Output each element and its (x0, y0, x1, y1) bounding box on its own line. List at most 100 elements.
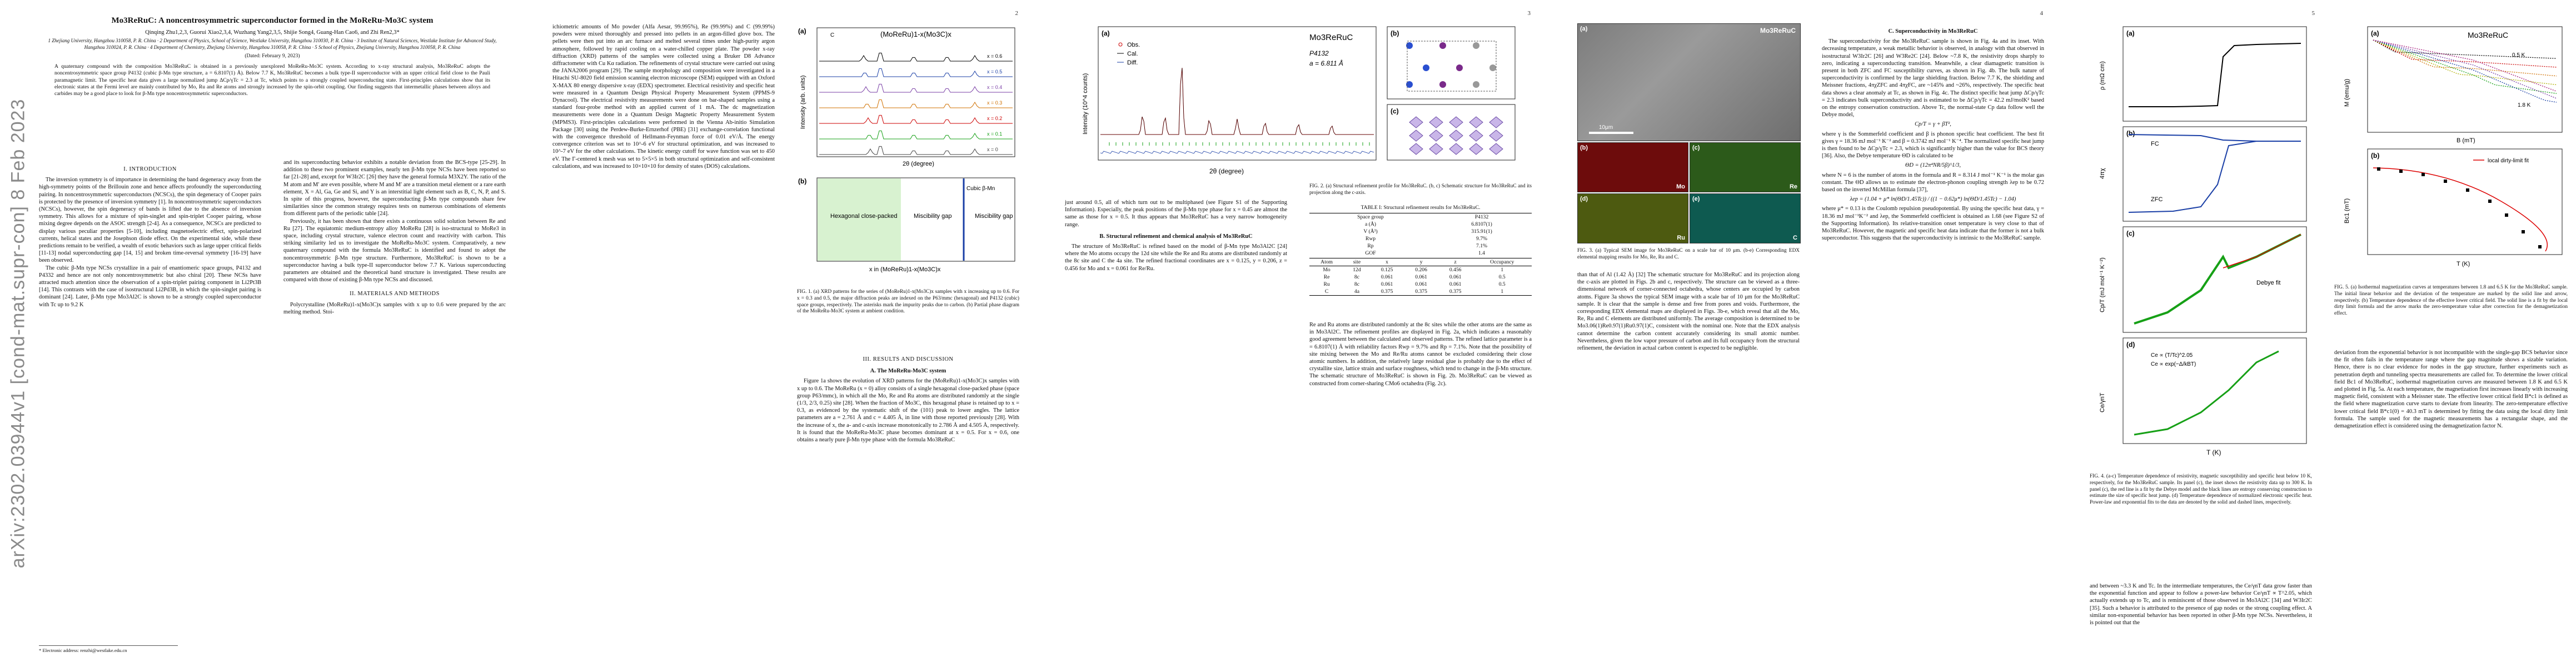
octahedron (1489, 116, 1503, 128)
scale-bar (1589, 132, 1633, 134)
fig1b-misc-region-1 (901, 178, 962, 261)
octahedron (1469, 130, 1483, 142)
legend-obs-marker (1118, 42, 1123, 47)
table-cell: 0.375 (1438, 288, 1473, 296)
figure-3-caption: FIG. 3. (a) Typical SEM image for Mo3ReR… (1577, 248, 1800, 260)
xrd-trace-label: x = 0.5 (987, 69, 1002, 74)
atom (1423, 64, 1429, 71)
map-element: Re (1789, 183, 1797, 190)
equation-2: ΘD = (12π⁴NR/5β)^1/3, (1905, 162, 1961, 169)
fig1a-legend-c: C (830, 32, 834, 38)
arxiv-sidebar: arXiv:2302.03944v1 [cond-mat.supr-con] 8… (6, 22, 31, 645)
atom (1406, 81, 1413, 88)
fig2c-structure (1409, 116, 1503, 155)
atom (1489, 64, 1496, 71)
magnetization-curve (2373, 39, 2557, 103)
figure-5: (a) Mo3ReRuC 0.5 K 1.8 K B (mT) M (emu/g… (2334, 23, 2568, 279)
figure-4-svg: (a) ρ (mΩ cm) (b) FC ZFC 4πχ (c) Debye f… (2099, 26, 2307, 456)
table-row: a (Å) 6.8107(1) (1309, 221, 1532, 228)
section-results: III. RESULTS AND DISCUSSION (863, 356, 954, 362)
page4-col1: than that of Al (1.42 Å) [32] The schema… (1577, 271, 1800, 352)
xrd-trace (819, 83, 1013, 93)
xrd-trace-label: x = 0.3 (987, 100, 1002, 106)
fig4d-leg1: Ce ∝ (T/Tc)^2.05 (2151, 352, 2193, 359)
table-header-row: Atom site x y z Occupancy (1309, 258, 1532, 266)
octahedron (1489, 130, 1503, 142)
table-cell: 8c (1354, 281, 1359, 287)
page-number: 4 (2040, 10, 2044, 17)
xrd-trace (819, 115, 1013, 124)
page1-header: Mo3ReRuC: A noncentrosymmetric supercond… (39, 16, 506, 97)
fig1a-ylabel: Intensity (arb. units) (800, 75, 806, 129)
table-cell: a (Å) (1365, 221, 1376, 227)
figure-2-svg: (a) Mo3ReRuC P4132 a = 6.811 Å Obs. Cal.… (1082, 26, 1516, 175)
table-cell: 315.91(1) (1471, 228, 1492, 235)
fig4b-zfc (2128, 141, 2301, 213)
map-label: (b) (1580, 145, 1588, 151)
fig4d-data (2134, 350, 2279, 436)
fig2-ylabel: Intensity (10^4 counts) (1082, 73, 1089, 135)
table-header-cell: x (1369, 258, 1404, 266)
table-row: Space group P4132 (1309, 213, 1532, 221)
paragraph: Figure 1a shows the evolution of XRD pat… (797, 378, 1019, 444)
fig4d-label: (d) (2126, 341, 2135, 349)
fig4c-debye-label: Debye fit (2256, 280, 2280, 286)
table-cell: 7.1% (1476, 243, 1487, 249)
table-cell: 6.8107(1) (1471, 221, 1492, 227)
map-element: Mo (1676, 183, 1685, 190)
table-cell: V (Å³) (1363, 228, 1378, 235)
page2-col2: III. RESULTS AND DISCUSSION A. The MoReR… (797, 349, 1019, 444)
paragraph: than that of Al (1.42 Å) [32] The schema… (1577, 272, 1800, 352)
paper-authors: Qinqing Zhu1,2,3, Guorui Xiao2,3,4, Wuzh… (145, 29, 400, 36)
magnetization-curve (2373, 39, 2557, 92)
xrd-trace-label: x = 0 (987, 147, 998, 152)
section-introduction: I. INTRODUCTION (123, 166, 177, 172)
fig4b-zfc-label: ZFC (2151, 196, 2163, 203)
table-cell: 0.375 (1369, 288, 1404, 296)
bc1-point (2444, 180, 2447, 183)
sem-sample-label: Mo3ReRuC (1760, 27, 1796, 34)
bc1-point (2488, 200, 2492, 203)
table-row: GOF 1.4 (1309, 250, 1532, 257)
table-cell: 0.061 (1449, 281, 1462, 287)
table-cell: 0.061 (1449, 274, 1462, 280)
fig4b-frame (2122, 126, 2307, 222)
atom (1456, 64, 1463, 71)
paper-title: Mo3ReRuC: A noncentrosymmetric supercond… (111, 16, 434, 25)
table-row: Ru 8c 0.061 0.061 0.061 0.5 (1309, 281, 1532, 288)
table-cell: 0.061 (1415, 274, 1427, 280)
magnetization-curve (2373, 39, 2557, 68)
table-cell: 0.061 (1415, 281, 1427, 287)
fig5b-label: (b) (2371, 152, 2379, 160)
paragraph: The superconductivity for the Mo3ReRuC s… (1822, 38, 2044, 118)
paragraph: where γ is the Sommerfeld coefficient an… (1822, 131, 2045, 160)
legend-diff: Diff. (1127, 59, 1138, 66)
octahedron (1429, 130, 1443, 142)
table-cell: 0.061 (1381, 274, 1393, 280)
table-cell: Space group (1309, 213, 1432, 221)
paragraph: where N = 6 is the number of atoms in th… (1822, 172, 2044, 193)
section-methods: II. MATERIALS AND METHODS (350, 291, 440, 297)
fig2c-label: (c) (1391, 107, 1399, 115)
figure-4-caption: FIG. 4. (a-c) Temperature dependence of … (2090, 474, 2312, 506)
paper-affiliations: 1 Zhejiang University, Hangzhou 310058, … (48, 38, 497, 50)
fig2b-frame (1387, 26, 1516, 99)
paragraph: The cubic β-Mn type NCSs crystallize in … (39, 265, 261, 308)
octahedron (1409, 116, 1423, 128)
xrd-trace-label: x = 0.1 (987, 131, 1002, 137)
page-2: 2 ichiometric amounts of Mo powder (Alfa… (550, 10, 1022, 657)
fig2-legend: Obs. Cal. Diff. (1117, 42, 1140, 66)
paper-abstract: A quaternary compound with the compositi… (54, 63, 490, 97)
fig5a-frame (2367, 26, 2563, 133)
subsection-b: B. Structural refinement and chemical an… (1099, 233, 1253, 240)
table-row: Mo 12d 0.125 0.206 0.456 1 (1309, 266, 1532, 274)
paragraph: just around 0.5, all of which turn out t… (1065, 200, 1287, 228)
xrd-trace (819, 68, 1013, 77)
map-ru: (d) Ru (1577, 193, 1688, 243)
fig4a-curve (2129, 43, 2301, 107)
octahedron (1429, 143, 1443, 155)
scale-label: 10μm (1599, 125, 1613, 131)
fig4b-label: (b) (2126, 130, 2135, 137)
table-cell: 12d (1353, 267, 1361, 273)
atom (1473, 81, 1479, 88)
